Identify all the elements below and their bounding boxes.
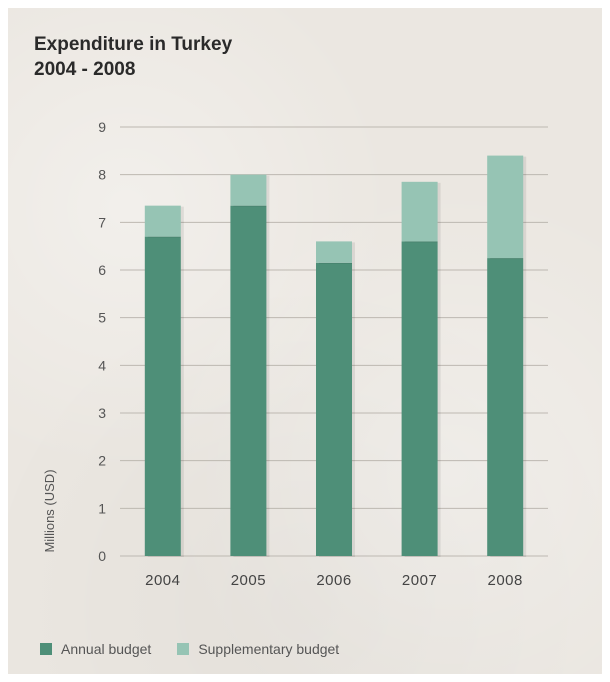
y-tick-label: 6	[98, 262, 106, 278]
chart-title: Expenditure in Turkey	[34, 34, 233, 55]
legend-swatch-annual	[40, 643, 52, 655]
y-tick-label: 7	[98, 214, 106, 230]
bar-supplementary-budget	[401, 181, 438, 242]
bar-annual-budget	[230, 205, 267, 556]
y-tick-label: 2	[98, 453, 106, 469]
y-tick-label: 9	[98, 119, 106, 135]
y-tick-label: 8	[98, 167, 106, 183]
x-tick-label: 2006	[316, 572, 351, 589]
bar-annual-budget	[144, 236, 181, 556]
legend-label-supplementary: Supplementary budget	[198, 641, 340, 657]
y-tick-label: 1	[98, 500, 106, 516]
x-tick-label: 2008	[488, 572, 523, 589]
legend-item-annual: Annual budget	[40, 641, 151, 657]
chart-title-block: Expenditure in Turkey 2004 - 2008	[34, 32, 232, 82]
y-tick-label: 3	[98, 405, 106, 421]
x-axis-ticks: 2004 2005 2006 2007 2008	[145, 572, 523, 589]
y-tick-label: 4	[98, 357, 106, 373]
legend-item-supplementary: Supplementary budget	[177, 641, 339, 657]
y-tick-label: 5	[98, 310, 106, 326]
legend-label-annual: Annual budget	[61, 641, 152, 657]
bar-annual-budget	[316, 262, 352, 556]
chart-subtitle: 2004 - 2008	[34, 59, 136, 80]
bars	[144, 155, 527, 557]
x-tick-label: 2004	[145, 572, 180, 589]
x-tick-label: 2005	[231, 572, 266, 589]
bar-annual-budget	[401, 241, 438, 556]
legend: Annual budget Supplementary budget	[40, 639, 365, 659]
y-axis-ticks: 0 1 2 3 4 5 6 7 8 9	[98, 119, 106, 564]
y-tick-label: 0	[98, 548, 106, 564]
bar-supplementary-budget	[230, 174, 267, 206]
legend-swatch-supplementary	[177, 643, 190, 655]
y-axis-label: Millions (USD)	[42, 469, 57, 552]
bar-supplementary-budget	[487, 155, 524, 259]
bar-annual-budget	[487, 258, 524, 556]
x-tick-label: 2007	[402, 572, 437, 589]
bar-supplementary-budget	[144, 205, 181, 237]
bar-supplementary-budget	[316, 241, 352, 263]
